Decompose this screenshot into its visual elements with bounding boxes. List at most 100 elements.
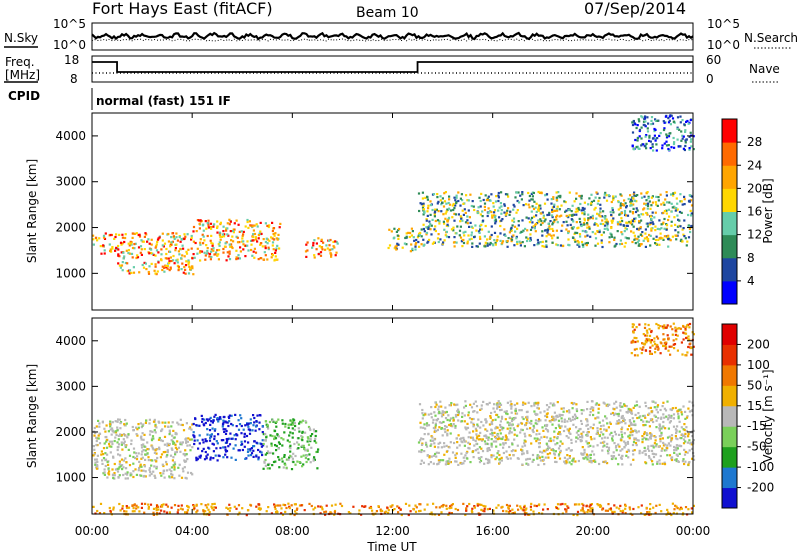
velocity-cell	[508, 453, 511, 457]
velocity-cell	[671, 407, 674, 410]
power-cell	[212, 225, 215, 228]
velocity-cell	[216, 459, 219, 462]
velocity-cell	[216, 418, 219, 421]
velocity-cell	[183, 466, 186, 469]
velocity-cell	[174, 446, 177, 449]
velocity-cell	[444, 425, 447, 428]
noise-left-tick-top: 10^5	[53, 17, 86, 31]
velocity-cell	[532, 426, 536, 429]
velocity-cell	[568, 417, 571, 420]
power-cell	[681, 228, 684, 231]
velocity-cell	[627, 409, 630, 413]
velocity-cell	[498, 429, 501, 432]
velocity-cell	[460, 437, 463, 440]
power-cell	[580, 240, 584, 244]
velocity-cell	[438, 460, 441, 464]
power-cell	[92, 234, 95, 237]
velocity-cell	[522, 401, 525, 404]
velocity-cell	[549, 439, 552, 443]
power-cell	[616, 221, 619, 224]
power-cell	[602, 222, 605, 226]
velocity-cell	[103, 468, 106, 471]
velocity-cell	[446, 434, 449, 437]
power-cell	[610, 200, 613, 204]
power-cell	[142, 266, 146, 269]
power-cell	[511, 219, 514, 222]
power-cell	[650, 123, 653, 126]
velocity-cell	[407, 513, 410, 517]
velocity-cell	[496, 426, 499, 429]
velocity-cell	[412, 508, 415, 511]
velocity-cell	[646, 447, 650, 450]
velocity-cell	[274, 437, 278, 440]
power-cell	[563, 200, 566, 203]
velocity-cell	[165, 460, 168, 464]
power-cell	[633, 191, 636, 194]
velocity-cell	[432, 418, 435, 421]
power-cell	[244, 255, 247, 258]
velocity-cell	[506, 421, 509, 424]
velocity-cell	[568, 455, 571, 458]
velocity-cell	[563, 420, 566, 423]
velocity-cell	[574, 440, 578, 443]
velocity-cell	[681, 433, 684, 436]
velocity-cell	[442, 420, 445, 424]
velocity-cell	[273, 429, 277, 433]
power-cell	[640, 192, 643, 195]
velocity-cell	[583, 448, 586, 451]
velocity-cell	[144, 475, 147, 478]
power-cell	[160, 259, 163, 262]
velocity-cell	[590, 438, 593, 441]
velocity-cell	[131, 425, 134, 429]
velocity-cell	[162, 469, 165, 472]
power-cell	[659, 132, 662, 135]
velocity-cell	[289, 454, 292, 457]
velocity-cell	[655, 426, 658, 429]
velocity-cell	[648, 513, 651, 516]
power-cell	[675, 238, 678, 241]
velocity-cell	[621, 463, 624, 466]
power-cell	[519, 241, 522, 244]
velocity-cell	[586, 434, 589, 437]
velocity-cell	[670, 513, 673, 517]
power-cell	[618, 243, 622, 246]
velocity-cell	[172, 464, 175, 467]
velocity-cell	[239, 414, 242, 417]
power-cell	[537, 241, 540, 244]
velocity-cell	[558, 431, 561, 434]
velocity-cell	[596, 503, 599, 506]
velocity-cell	[692, 429, 695, 432]
power-cell	[571, 204, 574, 207]
velocity-cell	[682, 438, 686, 441]
velocity-cell	[232, 447, 235, 450]
velocity-cell	[155, 509, 158, 512]
power-cell	[437, 233, 440, 236]
power-cell	[636, 145, 639, 148]
velocity-cell	[448, 446, 451, 449]
velocity-cell	[609, 422, 612, 425]
velocity-cell	[544, 456, 547, 459]
power-cell	[665, 140, 668, 143]
velocity-cell	[212, 419, 215, 422]
velocity-cell	[509, 427, 512, 430]
power-cell	[474, 224, 477, 227]
power-cell	[429, 213, 432, 216]
power-cell	[155, 245, 158, 248]
power-cell	[611, 208, 614, 211]
power-cell	[534, 223, 537, 226]
power-cell	[265, 237, 268, 240]
velocity-cell	[587, 441, 590, 445]
power-cell	[583, 217, 586, 220]
power-cell	[163, 270, 166, 273]
velocity-cell	[135, 433, 138, 436]
power-cell	[422, 238, 425, 241]
power-cell	[272, 232, 275, 236]
velocity-cell	[506, 457, 509, 460]
velocity-cell	[585, 440, 588, 443]
velocity-cell	[313, 458, 316, 461]
power-cell	[612, 217, 615, 220]
power-cell	[150, 238, 153, 241]
velocity-cell	[446, 429, 449, 432]
velocity-cell	[436, 463, 439, 466]
velocity-cell	[333, 511, 336, 514]
